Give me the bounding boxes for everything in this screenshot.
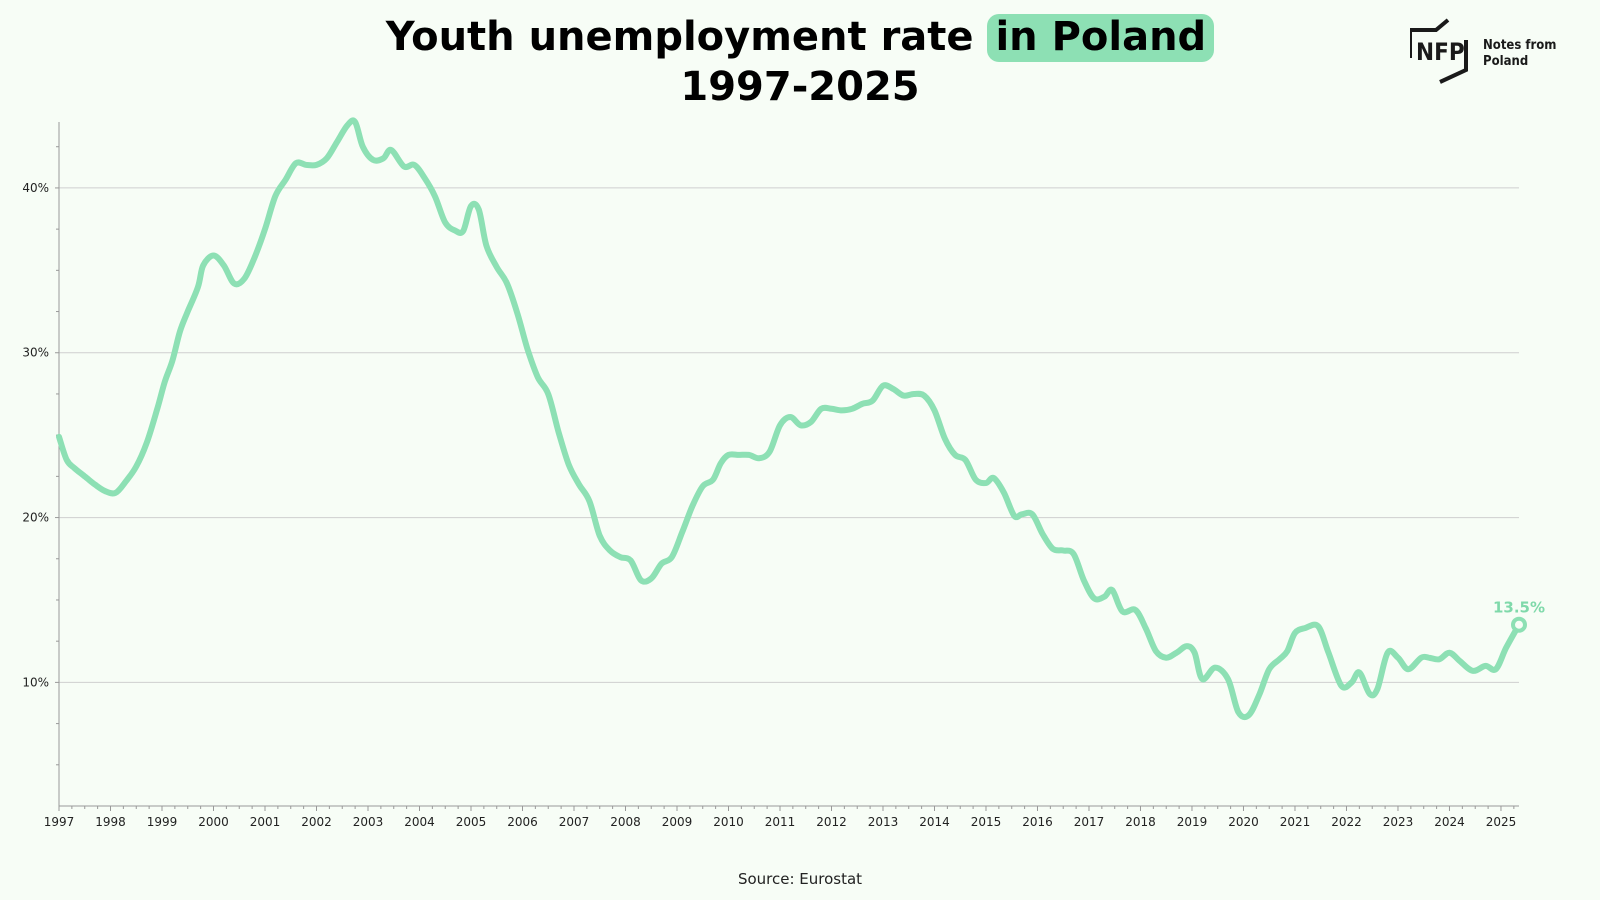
y-tick-label: 40%: [22, 181, 49, 195]
x-tick-label: 2007: [559, 815, 590, 829]
y-tick-label: 10%: [22, 675, 49, 689]
end-point-marker: [1511, 616, 1527, 633]
x-tick-label: 2008: [610, 815, 641, 829]
y-tick-label: 30%: [22, 346, 49, 360]
title-main-text: Youth unemployment rate: [385, 14, 974, 60]
x-tick-label: 2022: [1331, 815, 1362, 829]
x-tick-label: 2018: [1125, 815, 1156, 829]
x-tick-label: 2009: [662, 815, 693, 829]
x-tick-label: 2000: [198, 815, 229, 829]
y-tick-label: 20%: [22, 511, 49, 525]
title-highlight: in Poland: [987, 14, 1215, 62]
x-tick-label: 2013: [868, 815, 899, 829]
title-line-1: Youth unemployment rate in Poland: [0, 12, 1600, 62]
logo-text-line-2: Poland: [1483, 54, 1529, 69]
title-line-2: 1997-2025: [680, 64, 920, 110]
x-tick-label: 2006: [507, 815, 538, 829]
logo-text-line-1: Notes from: [1483, 38, 1557, 53]
chart-title: Youth unemployment rate in Poland 1997-2…: [0, 12, 1600, 112]
x-tick-label: 2024: [1434, 815, 1465, 829]
x-tick-label: 1997: [44, 815, 75, 829]
end-value-label: 13.5%: [1493, 599, 1545, 617]
x-tick-label: 2023: [1383, 815, 1414, 829]
x-tick-label: 1999: [147, 815, 178, 829]
series-line-youth-unemployment: [56, 117, 1522, 721]
x-tick-label: 2012: [816, 815, 847, 829]
x-tick-label: 2002: [301, 815, 332, 829]
logo-mark: NFP: [1416, 38, 1465, 66]
x-tick-label: 2003: [353, 815, 384, 829]
x-tick-label: 2019: [1177, 815, 1208, 829]
x-tick-label: 2014: [919, 815, 950, 829]
source-note: Source: Eurostat: [737, 870, 863, 888]
x-tick-label: 2011: [765, 815, 796, 829]
nfp-logo-icon: NFP: [1410, 18, 1468, 84]
x-tick-label: 2016: [1022, 815, 1053, 829]
x-tick-label: 2015: [971, 815, 1002, 829]
x-tick-label: 1998: [95, 815, 126, 829]
x-tick-label: 2010: [713, 815, 744, 829]
x-tick-label: 2004: [404, 815, 435, 829]
x-tick-label: 2005: [456, 815, 487, 829]
x-tick-label: 2017: [1074, 815, 1105, 829]
x-tick-label: 2021: [1280, 815, 1311, 829]
logo-text: Notes from Poland: [1483, 38, 1563, 70]
x-tick-label: 2025: [1486, 815, 1517, 829]
x-tick-label: 2001: [250, 815, 281, 829]
x-tick-label: 2020: [1228, 815, 1259, 829]
